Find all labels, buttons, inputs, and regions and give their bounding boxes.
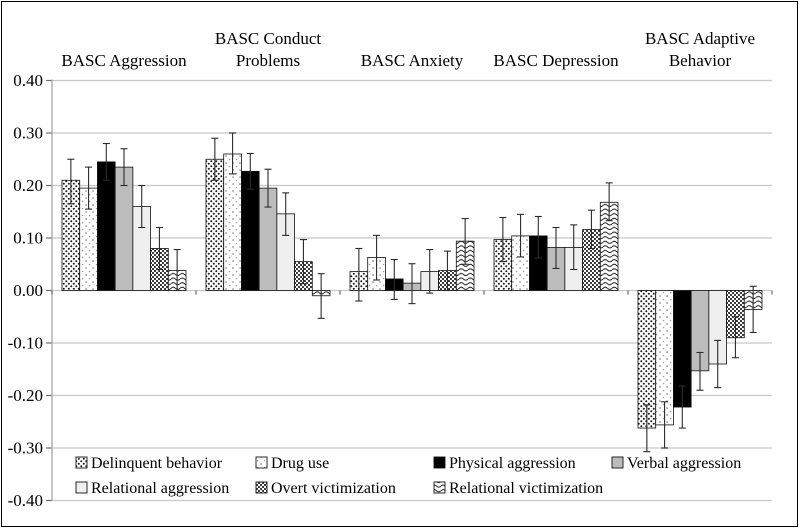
legend-swatch: [611, 456, 624, 469]
legend-label: Verbal aggression: [627, 455, 741, 472]
legend-swatch: [255, 481, 268, 494]
legend-label: Relational aggression: [91, 480, 229, 497]
y-tick-label: 0.00: [13, 281, 43, 300]
legend-swatch: [433, 481, 446, 494]
legend-label: Physical aggression: [449, 455, 576, 472]
legend-swatch: [255, 456, 268, 469]
group-title: BASC Aggression: [61, 51, 187, 70]
y-tick-label: -0.40: [8, 491, 43, 510]
y-tick-label: 0.30: [13, 124, 43, 143]
legend-label: Relational victimization: [449, 480, 603, 497]
y-tick-label: 0.10: [13, 229, 43, 248]
legend-swatch: [75, 456, 88, 469]
group-title: Problems: [236, 51, 300, 70]
legend-label: Delinquent behavior: [91, 455, 223, 472]
y-tick-label: -0.20: [8, 386, 43, 405]
legend-swatch: [75, 481, 88, 494]
group-title: BASC Anxiety: [361, 51, 464, 70]
y-tick-label: -0.10: [8, 334, 43, 353]
y-tick-label: 0.20: [13, 176, 43, 195]
group-title: BASC Conduct: [215, 29, 322, 48]
group-title: BASC Depression: [493, 51, 619, 70]
legend-label: Drug use: [271, 455, 329, 472]
y-tick-label: 0.40: [13, 71, 43, 90]
y-tick-label: -0.30: [8, 439, 43, 458]
legend-swatch: [433, 456, 446, 469]
bar: [97, 161, 116, 291]
group-title: BASC Adaptive: [645, 29, 755, 48]
group-title: Behavior: [669, 51, 732, 70]
legend-label: Overt victimization: [271, 480, 396, 497]
